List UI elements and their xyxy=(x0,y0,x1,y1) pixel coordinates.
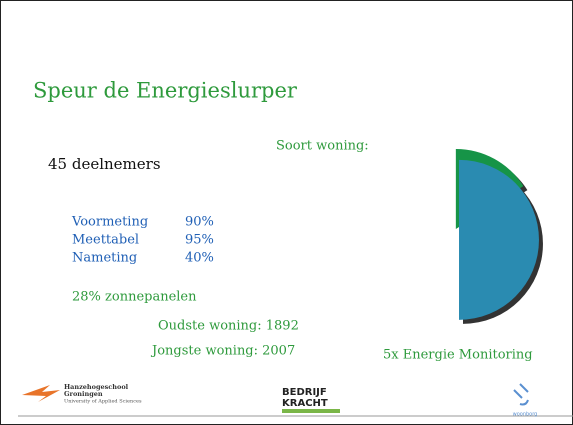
measurement-value: 40% xyxy=(185,251,214,266)
newest: Jongste woning: 2007 xyxy=(150,344,295,359)
participants: 45 deelnemers xyxy=(48,155,161,173)
logo-text: BEDRIJF xyxy=(282,387,327,398)
slice xyxy=(459,159,539,320)
measurements: Voormeting 90% Meettabel 95% Nameting 40% xyxy=(71,215,214,266)
pie xyxy=(455,148,543,324)
oldest: Oudste woning: 1892 xyxy=(158,319,299,334)
slide-title: Speur de Energieslurper xyxy=(33,79,298,103)
hanze-logo-mark xyxy=(22,385,60,402)
measurement-value: 95% xyxy=(185,233,214,248)
solar: 28% zonnepanelen xyxy=(72,290,197,305)
measurement-label: Meettabel xyxy=(72,233,139,248)
chart-title: Soort woning: xyxy=(276,139,369,154)
measurement-value: 90% xyxy=(185,215,214,230)
measurement-label: Voormeting xyxy=(71,215,148,230)
woonborg-mark xyxy=(513,383,529,406)
logo-text: Hanzehogeschool xyxy=(64,383,129,391)
logo-text: Groningen xyxy=(64,390,103,398)
monitoring: 5x Energie Monitoring xyxy=(383,348,533,363)
measurement-label: Nameting xyxy=(72,251,137,266)
logo-text: woonborg xyxy=(513,412,538,418)
logo-text: KRACHT xyxy=(282,398,328,409)
logo-bar xyxy=(282,409,340,413)
logo-text: University of Applied Sciences xyxy=(64,399,142,405)
